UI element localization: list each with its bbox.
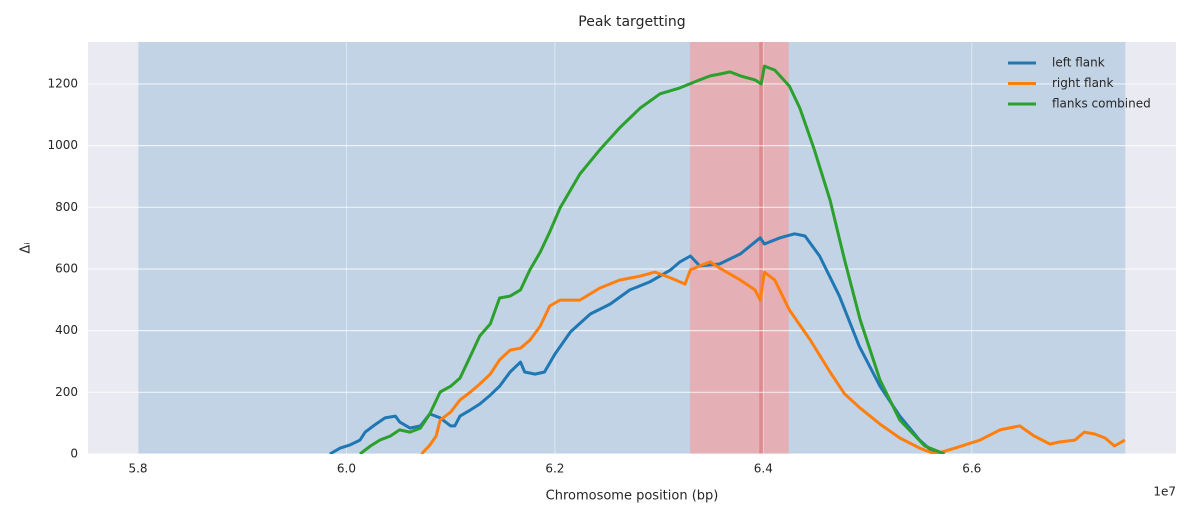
x-axis-label: Chromosome position (bp) bbox=[546, 489, 719, 504]
y-tick-label: 200 bbox=[55, 385, 78, 399]
legend-label: flanks combined bbox=[1052, 97, 1151, 111]
y-tick-label: 400 bbox=[55, 323, 78, 337]
line bbox=[420, 260, 1126, 454]
x-tick-label: 6.2 bbox=[545, 462, 564, 476]
legend-label: right flank bbox=[1052, 76, 1114, 90]
y-tick-label: 800 bbox=[55, 200, 78, 214]
line bbox=[359, 64, 946, 454]
legend-label: left flank bbox=[1052, 56, 1105, 70]
y-tick-label: 1200 bbox=[47, 76, 78, 90]
line bbox=[329, 232, 937, 454]
y-tick-label: 1000 bbox=[47, 138, 78, 152]
x-tick-label: 6.4 bbox=[754, 462, 773, 476]
span bbox=[689, 42, 789, 454]
x-tick-label: 6.6 bbox=[962, 462, 981, 476]
chart-title: Peak targetting bbox=[578, 14, 685, 30]
x-offset-label: 1e7 bbox=[1153, 485, 1176, 499]
y-axis-label: Δᵢ bbox=[19, 242, 34, 253]
y-tick-label: 600 bbox=[55, 261, 78, 275]
span bbox=[137, 42, 1126, 454]
y-tick-label: 0 bbox=[70, 447, 78, 461]
x-tick-label: 6.0 bbox=[337, 462, 356, 476]
x-tick-label: 5.8 bbox=[128, 462, 147, 476]
